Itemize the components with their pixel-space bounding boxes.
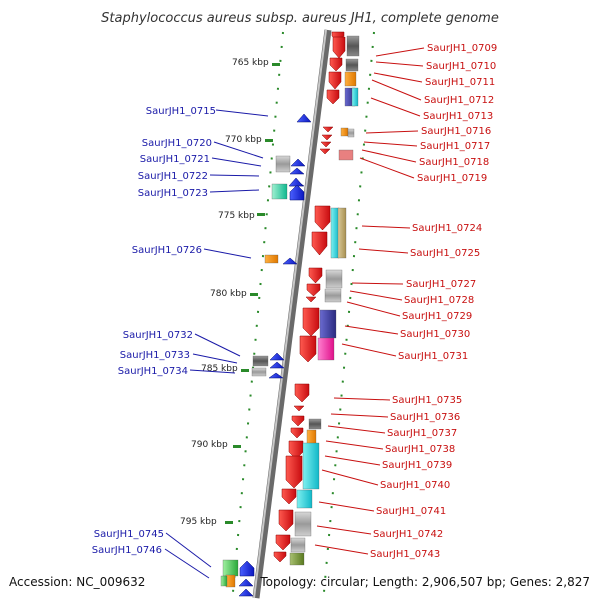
- ruler-label-770: 770 kbp: [225, 135, 262, 145]
- ruler-label-790: 790 kbp: [191, 440, 228, 450]
- gene-label-right[interactable]: SaurJH1_0724: [412, 223, 482, 234]
- gene-label-left[interactable]: SaurJH1_0722: [138, 171, 208, 182]
- chromosome-backbone: [252, 29, 332, 599]
- gene-label-right[interactable]: SaurJH1_0743: [370, 549, 440, 560]
- gene-label-right[interactable]: SaurJH1_0710: [426, 61, 496, 72]
- accession-text: Accession: NC_009632: [9, 575, 145, 589]
- gene-label-right[interactable]: SaurJH1_0728: [404, 295, 474, 306]
- map-title: Staphylococcus aureus subsp. aureus JH1,…: [101, 11, 499, 26]
- gene-label-right[interactable]: SaurJH1_0738: [385, 444, 455, 455]
- gene-label-right[interactable]: SaurJH1_0725: [410, 248, 480, 259]
- right-gene-labels: SaurJH1_0709 SaurJH1_0710 SaurJH1_0711 S…: [370, 43, 497, 560]
- gene-label-left[interactable]: SaurJH1_0723: [138, 188, 208, 199]
- left-gene-labels: SaurJH1_0715 SaurJH1_0720 SaurJH1_0721 S…: [92, 106, 216, 556]
- feature-blocks: [220, 35, 360, 588]
- gene-label-right[interactable]: SaurJH1_0709: [427, 43, 497, 54]
- gene-label-left[interactable]: SaurJH1_0720: [142, 138, 212, 149]
- right-leaders: [314, 47, 425, 555]
- left-leaders: [164, 109, 269, 579]
- gene-label-right[interactable]: SaurJH1_0735: [392, 395, 462, 406]
- gene-label-right[interactable]: SaurJH1_0742: [373, 529, 443, 540]
- gene-label-right[interactable]: SaurJH1_0717: [420, 141, 490, 152]
- ruler-label-765: 765 kbp: [232, 58, 269, 68]
- ruler-label-795: 795 kbp: [180, 517, 217, 527]
- gene-label-left[interactable]: SaurJH1_0721: [140, 154, 210, 165]
- topology-text: Topology: circular; Length: 2,906,507 bp…: [259, 575, 590, 589]
- gene-label-right[interactable]: SaurJH1_0736: [390, 412, 460, 423]
- gene-label-right[interactable]: SaurJH1_0727: [406, 279, 476, 290]
- guide-tracks: [232, 31, 375, 593]
- reverse-genes: [238, 113, 312, 597]
- ruler-label-775: 775 kbp: [218, 211, 255, 221]
- gene-label-right[interactable]: SaurJH1_0740: [380, 480, 450, 491]
- gene-label-right[interactable]: SaurJH1_0741: [376, 506, 446, 517]
- gene-label-right[interactable]: SaurJH1_0739: [382, 460, 452, 471]
- ruler-label-785: 785 kbp: [201, 364, 238, 374]
- gene-label-left[interactable]: SaurJH1_0745: [94, 529, 164, 540]
- gene-label-right[interactable]: SaurJH1_0731: [398, 351, 468, 362]
- gene-label-left[interactable]: SaurJH1_0734: [118, 366, 188, 377]
- gene-label-right[interactable]: SaurJH1_0718: [419, 157, 489, 168]
- gene-label-right[interactable]: SaurJH1_0729: [402, 311, 472, 322]
- ruler-label-780: 780 kbp: [210, 289, 247, 299]
- gene-label-right[interactable]: SaurJH1_0719: [417, 173, 487, 184]
- gene-label-left[interactable]: SaurJH1_0746: [92, 545, 162, 556]
- gene-label-left[interactable]: SaurJH1_0733: [120, 350, 190, 361]
- forward-genes: [273, 31, 346, 563]
- ruler: 765 kbp 770 kbp 775 kbp 780 kbp 785 kbp …: [180, 58, 280, 527]
- gene-label-left[interactable]: SaurJH1_0732: [123, 330, 193, 341]
- gene-label-left[interactable]: SaurJH1_0726: [132, 245, 202, 256]
- gene-label-right[interactable]: SaurJH1_0711: [425, 77, 495, 88]
- gene-label-right[interactable]: SaurJH1_0737: [387, 428, 457, 439]
- gene-label-right[interactable]: SaurJH1_0712: [424, 95, 494, 106]
- gene-label-right[interactable]: SaurJH1_0730: [400, 329, 470, 340]
- gene-label-right[interactable]: SaurJH1_0716: [421, 126, 491, 137]
- gene-label-left[interactable]: SaurJH1_0715: [146, 106, 216, 117]
- gene-label-right[interactable]: SaurJH1_0713: [423, 111, 493, 122]
